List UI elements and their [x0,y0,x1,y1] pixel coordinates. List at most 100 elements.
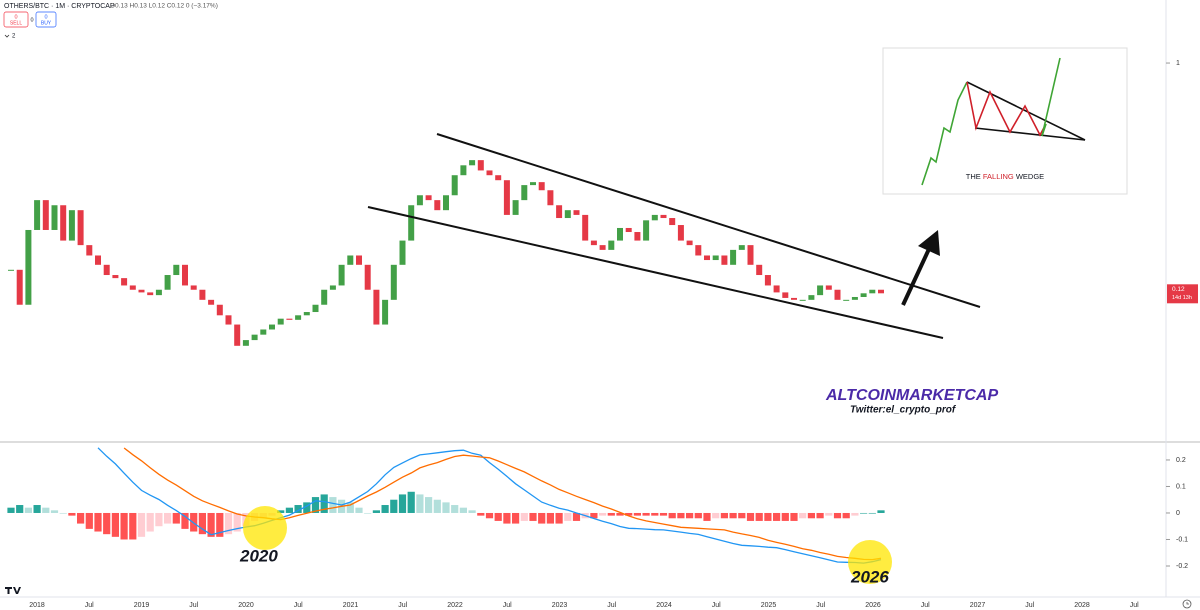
candle [495,175,502,181]
candle [704,255,710,261]
time-axis-label: Jul [1130,602,1139,609]
buy-price: 0 [44,14,47,20]
candle [851,296,858,300]
time-axis-label: Jul [607,602,616,609]
logo [5,587,21,594]
candle [799,299,806,301]
histogram-bar [120,512,128,540]
histogram-bar [833,512,842,519]
time-axis-label: Jul [816,602,825,609]
time-axis-label: 2020 [238,602,254,609]
inset-zigzag [966,81,1047,137]
last-price-label: 0.12 [1172,286,1185,293]
histogram-bar [320,494,328,513]
brand-annotation: ALTCOINMARKETCAP [825,387,998,404]
histogram-bar [16,505,24,513]
histogram-bar [599,512,607,516]
histogram-bar [642,512,650,516]
inset-wedge-top [966,81,1086,141]
candle [347,255,354,265]
histogram-bar [851,512,859,516]
ohlc-readout: O0.13 H0.13 L0.12 C0.12 0 (−3.17%) [110,3,218,10]
candle [669,218,676,226]
candle [869,289,876,294]
candle [251,334,258,341]
inset-uptrend [921,81,968,186]
time-axis-label: 2022 [447,602,463,609]
histogram-bar [433,499,441,513]
time-axis-label: 2026 [865,602,881,609]
buy-button[interactable] [35,11,57,28]
time-axis-label: 2021 [343,602,359,609]
candle [416,195,423,206]
candle [695,245,702,256]
inset-title: THE FALLING WEDGE [966,172,1044,181]
twitter-annotation: Twitter:el_crypto_prof [850,405,957,416]
candle [712,255,719,261]
candle [225,315,232,325]
candle [590,240,597,246]
histogram-bar [633,512,641,516]
histogram-bar [129,512,137,540]
histogram-bar [860,512,868,514]
clock-hands [1186,602,1189,605]
macd-tick-label: -0.2 [1176,563,1188,570]
sell-button[interactable] [3,11,29,28]
wedge-upper-line [436,133,981,308]
candle [364,264,371,290]
histogram-bar [746,512,755,521]
histogram-bar [790,512,798,521]
candle [295,315,302,320]
candle [34,200,41,230]
candle [60,205,67,241]
histogram-bar [294,505,302,513]
histogram-bar [164,512,172,524]
candle [138,289,145,293]
histogram-bar [85,512,93,529]
inset-word: FALLING [983,172,1014,181]
candle [338,264,345,286]
histogram-bar [494,512,502,521]
candle [677,225,684,241]
candle [477,160,484,171]
candle [51,205,58,230]
candle [242,340,249,346]
candle [286,318,293,320]
candle [556,205,563,219]
macd-line [97,447,882,564]
time-axis-label: Jul [503,602,512,609]
highlight-circle [243,506,287,550]
candle [512,200,519,215]
collapse-caret[interactable] [4,34,10,38]
histogram-bar [703,512,711,521]
histogram-bar [416,494,424,513]
histogram-bar [459,507,467,513]
histogram-bar [538,512,546,524]
candle [608,240,615,250]
histogram-bar [738,512,746,519]
candle [399,240,406,265]
candle [773,285,780,293]
histogram-bar [94,512,102,532]
candle [155,289,162,296]
histogram-bar [572,512,581,521]
candle [764,275,771,286]
candle [373,289,380,325]
price-pane [8,160,884,346]
candle [25,229,32,305]
candle [538,182,545,191]
histogram-bar [7,507,15,513]
candle [121,278,128,286]
candle [434,200,441,211]
candle [573,210,580,215]
candle [390,264,397,300]
time-axis-label: Jul [712,602,721,609]
candle [42,200,49,230]
clock-icon[interactable] [1182,599,1192,609]
candle [791,297,797,300]
candle [382,299,389,325]
histogram-bar [277,510,285,513]
candle [16,269,23,305]
candle [451,175,458,196]
sell-label: SELL [10,20,22,26]
